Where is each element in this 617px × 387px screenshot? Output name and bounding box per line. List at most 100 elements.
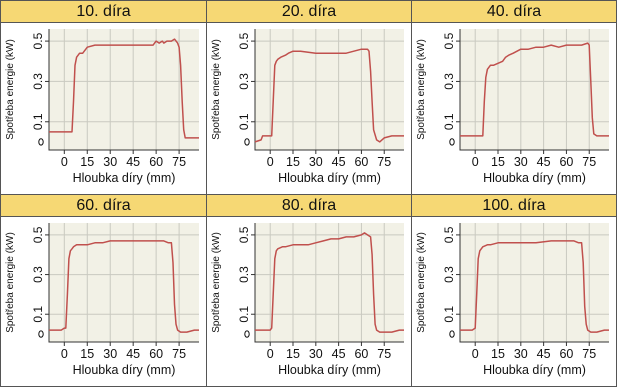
- y-tick-label: 0.5: [237, 32, 251, 49]
- chart-title: 10. díra: [1, 1, 206, 23]
- x-tick-label: 30: [103, 347, 117, 361]
- chart-title: 40. díra: [412, 1, 616, 23]
- x-tick-label: 30: [514, 347, 528, 361]
- x-axis-label: Hloubka díry (mm): [278, 171, 381, 185]
- y-tick-label: 0.3: [31, 266, 45, 283]
- x-tick-label: 15: [491, 155, 505, 169]
- y-axis-label: Spotřeba energie (kW): [416, 39, 427, 140]
- series-line: [460, 42, 609, 137]
- x-tick-label: 15: [286, 155, 300, 169]
- y-axis-label: Spotřeba energie (kW): [5, 232, 16, 333]
- chart-panel: 60. díra 0 15 30 45 60 75 0.5 0.3 0.1 Hloubka díry…: [0, 194, 207, 387]
- chart-title: 80. díra: [207, 195, 411, 217]
- plot-area: [255, 29, 404, 150]
- x-tick-label: 60: [559, 347, 573, 361]
- axis-frame: [254, 223, 404, 343]
- axis-frame: [459, 29, 609, 151]
- line-chart: 0 15 30 45 60 75 0.5 0.3 0.1 Hloubka díry (mm) Spo…: [5, 29, 199, 185]
- y-tick-label: 0.1: [442, 306, 456, 323]
- x-tick-label: 15: [80, 347, 94, 361]
- y-tick-label: 0.5: [31, 226, 45, 243]
- line-chart: 0 15 30 45 60 75 0.5 0.3 0.1 Hloubka díry (mm) Spo…: [211, 29, 404, 185]
- y-axis-label: Spotřeba energie (kW): [211, 39, 222, 140]
- chart-title: 60. díra: [1, 195, 206, 217]
- x-tick-label: 0: [472, 155, 479, 169]
- y-tick-label: 0.3: [31, 73, 45, 90]
- x-tick-label: 60: [559, 155, 573, 169]
- y-tick-label: 0.1: [237, 113, 251, 130]
- x-tick-label: 60: [149, 347, 163, 361]
- series-line: [254, 48, 404, 143]
- y-axis-label: Spotřeba energie (kW): [5, 39, 16, 140]
- x-tick-label: 75: [172, 155, 186, 169]
- plot-area: [255, 223, 404, 342]
- y-tick-label: 0.1: [237, 306, 251, 323]
- x-tick-label: 45: [332, 155, 346, 169]
- y-tick-label: 0.5: [442, 32, 456, 49]
- x-tick-label: 0: [61, 155, 68, 169]
- y-tick-label: 0.3: [237, 73, 251, 90]
- line-chart: 0 15 30 45 60 75 0.5 0.3 0.1 Hloubka díry (mm) Spo…: [416, 29, 609, 185]
- x-tick-label: 45: [537, 155, 551, 169]
- chart-panel: 100. díra 0 15 30 45 60 75 0.5 0.3 0.1 Hloubka dír…: [411, 194, 617, 387]
- x-tick-label: 15: [80, 155, 94, 169]
- line-chart: 0 15 30 45 60 75 0.5 0.3 0.1 Hloubka díry (mm) Spo…: [5, 223, 199, 377]
- x-tick-label: 75: [172, 347, 186, 361]
- y-axis-label: Spotřeba energie (kW): [416, 232, 427, 333]
- x-axis-label: Hloubka díry (mm): [483, 171, 586, 185]
- series-line: [49, 38, 199, 139]
- y-tick-label: 0.3: [237, 266, 251, 283]
- y-zero-marker: [244, 330, 250, 338]
- y-tick-label: 0.5: [237, 226, 251, 243]
- y-zero-marker: [449, 138, 455, 146]
- x-tick-label: 75: [582, 347, 596, 361]
- y-tick-label: 0.3: [442, 266, 456, 283]
- y-tick-label: 0.1: [442, 113, 456, 130]
- y-tick-label: 0.5: [31, 32, 45, 49]
- chart-panel: 20. díra 0 15 30 45 60 75 0.5 0.3 0.1 Hloubka díry…: [206, 0, 412, 195]
- x-tick-label: 60: [354, 155, 368, 169]
- x-tick-label: 30: [309, 347, 323, 361]
- axis-frame: [459, 223, 609, 343]
- y-zero-marker: [38, 138, 44, 146]
- x-tick-label: 45: [126, 155, 140, 169]
- x-tick-label: 45: [537, 347, 551, 361]
- series-line: [460, 240, 609, 333]
- chart-panel: 80. díra 0 15 30 45 60 75 0.5 0.3 0.1 Hloubka díry…: [206, 194, 412, 387]
- chart-panel: 40. díra 0 15 30 45 60 75 0.5 0.3 0.1 Hloubka díry…: [411, 0, 617, 195]
- y-zero-marker: [38, 330, 44, 338]
- x-tick-label: 15: [491, 347, 505, 361]
- y-tick-label: 0.1: [31, 113, 45, 130]
- y-tick-label: 0.1: [31, 306, 45, 323]
- x-axis-label: Hloubka díry (mm): [483, 363, 586, 377]
- x-tick-label: 30: [309, 155, 323, 169]
- x-tick-label: 75: [377, 155, 391, 169]
- line-chart: 0 15 30 45 60 75 0.5 0.3 0.1 Hloubka díry (mm) Spo…: [211, 223, 404, 377]
- axis-frame: [48, 29, 199, 151]
- series-line: [49, 240, 199, 333]
- chart-panel: 10. díra 0 15 30 45 60 75 0.5 0.3 0.1 Hloubka díry…: [0, 0, 207, 195]
- x-tick-label: 30: [103, 155, 117, 169]
- axis-frame: [48, 223, 199, 343]
- x-tick-label: 45: [332, 347, 346, 361]
- y-zero-marker: [244, 138, 250, 146]
- x-tick-label: 30: [514, 155, 528, 169]
- chart-title: 100. díra: [412, 195, 616, 217]
- series-line: [255, 232, 404, 333]
- chart-title: 20. díra: [207, 1, 411, 23]
- line-chart: 0 15 30 45 60 75 0.5 0.3 0.1 Hloubka díry (mm) Spo…: [416, 223, 609, 377]
- x-tick-label: 0: [267, 347, 274, 361]
- x-axis-label: Hloubka díry (mm): [278, 363, 381, 377]
- y-axis-label: Spotřeba energie (kW): [211, 232, 222, 333]
- axis-frame: [254, 29, 404, 151]
- x-axis-label: Hloubka díry (mm): [73, 363, 176, 377]
- y-zero-marker: [449, 330, 455, 338]
- x-tick-label: 60: [354, 347, 368, 361]
- x-tick-label: 45: [126, 347, 140, 361]
- x-tick-label: 15: [286, 347, 300, 361]
- x-tick-label: 75: [582, 155, 596, 169]
- y-tick-label: 0.5: [442, 226, 456, 243]
- x-tick-label: 60: [149, 155, 163, 169]
- x-tick-label: 0: [61, 347, 68, 361]
